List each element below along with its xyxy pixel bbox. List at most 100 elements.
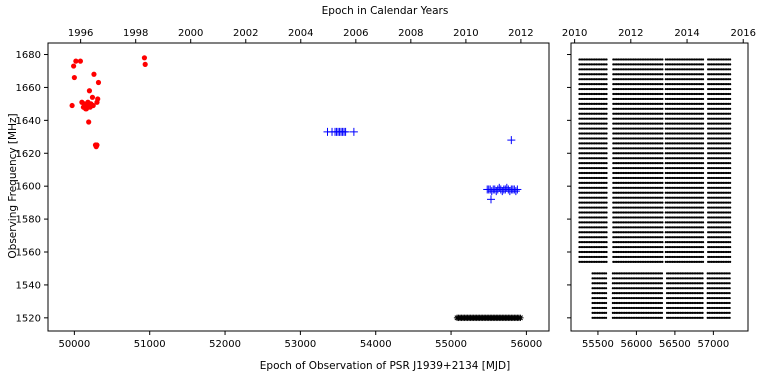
y-tick-label: 1560	[16, 248, 41, 259]
data-point	[649, 186, 652, 189]
data-point	[668, 201, 671, 204]
data-point	[661, 147, 664, 150]
data-point	[593, 87, 596, 91]
data-point	[603, 152, 606, 155]
data-point	[728, 306, 731, 310]
data-point	[681, 142, 684, 145]
data-point	[647, 92, 650, 96]
data-point	[581, 260, 584, 263]
data-point	[716, 272, 719, 275]
data-point	[708, 78, 711, 81]
data-point	[666, 58, 669, 61]
data-point	[676, 68, 679, 71]
data-point	[671, 287, 674, 290]
data-point	[603, 157, 606, 160]
data-point	[693, 296, 696, 300]
data-point	[601, 292, 604, 295]
data-point	[618, 147, 622, 150]
data-point	[718, 147, 722, 150]
data-point	[642, 196, 645, 199]
data-point	[71, 74, 77, 81]
data-point	[593, 83, 596, 86]
data-point	[712, 127, 715, 130]
data-point	[618, 87, 622, 91]
data-point	[656, 241, 659, 244]
data-point	[716, 292, 719, 295]
data-point	[708, 92, 711, 96]
data-point	[679, 250, 683, 254]
data-point	[625, 211, 628, 214]
data-point	[620, 92, 623, 96]
data-point	[661, 107, 664, 110]
data-point	[649, 97, 652, 101]
data-point	[725, 78, 728, 81]
data-point	[612, 181, 615, 184]
data-point	[695, 176, 698, 180]
data-point	[591, 186, 595, 189]
data-point	[613, 137, 617, 140]
data-point	[685, 196, 688, 199]
data-point	[715, 127, 718, 130]
data-point	[639, 83, 642, 86]
data-point	[715, 206, 718, 209]
data-point	[696, 112, 700, 115]
data-point	[676, 282, 679, 285]
data-point	[661, 122, 664, 125]
data-point	[717, 137, 720, 140]
data-point	[583, 147, 586, 150]
data-point	[701, 166, 705, 170]
data-point	[646, 73, 649, 76]
data-point	[652, 142, 656, 145]
data-point	[715, 306, 718, 310]
data-point	[601, 301, 604, 305]
data-point	[624, 152, 627, 155]
data-point	[599, 301, 603, 305]
data-point	[656, 231, 659, 234]
data-point	[712, 68, 715, 71]
data-point	[729, 216, 732, 219]
data-point	[688, 112, 691, 115]
data-point	[723, 78, 727, 81]
data-point	[641, 92, 644, 96]
data-point	[691, 245, 694, 249]
data-point	[637, 102, 640, 105]
data-point	[643, 287, 647, 290]
data-point	[602, 166, 605, 170]
data-point	[725, 107, 728, 110]
data-point	[596, 250, 600, 254]
data-point	[708, 171, 711, 175]
data-point	[624, 226, 627, 229]
data-point	[673, 206, 676, 209]
data-point	[585, 58, 588, 61]
data-point	[625, 147, 628, 150]
data-point	[723, 137, 727, 140]
data-point	[722, 97, 725, 101]
data-point	[637, 171, 640, 175]
data-point	[718, 107, 722, 110]
data-point	[677, 306, 680, 310]
data-point	[715, 282, 718, 285]
data-point	[709, 287, 713, 290]
data-point	[686, 226, 689, 229]
data-point	[688, 83, 691, 86]
data-point	[717, 166, 720, 170]
data-point	[613, 287, 616, 290]
data-point	[620, 127, 623, 130]
data-point	[690, 255, 693, 259]
data-point	[685, 250, 688, 254]
data-point	[677, 277, 680, 280]
data-point	[696, 211, 700, 214]
data-point	[591, 152, 595, 155]
data-point	[666, 171, 669, 175]
data-point	[657, 127, 661, 130]
data-point	[652, 162, 656, 165]
data-point	[654, 87, 657, 91]
data-point	[698, 191, 701, 194]
data-point	[694, 272, 697, 275]
data-point	[593, 132, 596, 135]
data-point	[659, 186, 662, 189]
data-point	[685, 241, 688, 244]
data-point	[632, 277, 635, 280]
data-point	[600, 132, 603, 135]
